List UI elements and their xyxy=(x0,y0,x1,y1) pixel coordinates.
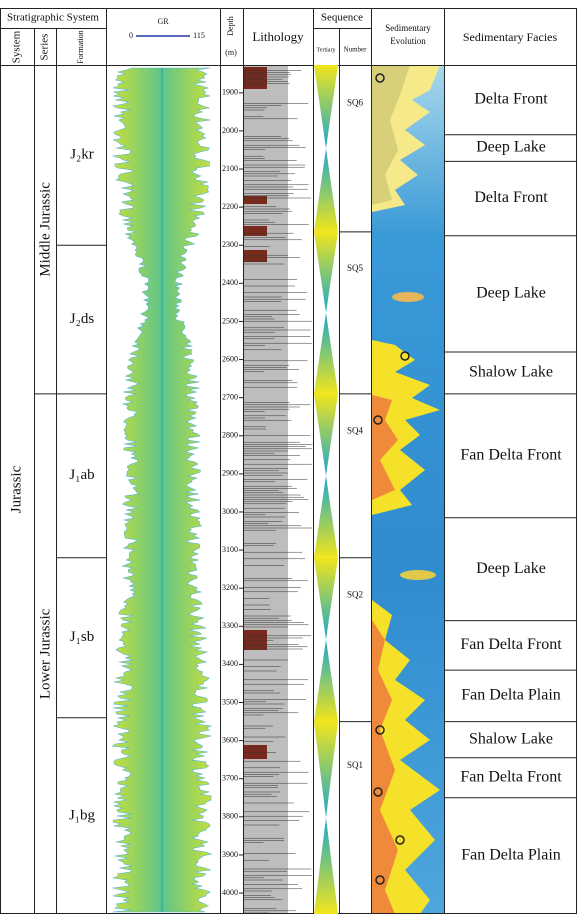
header: Evolution xyxy=(390,36,426,46)
depth-label: 2800 xyxy=(222,431,238,440)
header: GR xyxy=(157,17,169,26)
header: (m) xyxy=(225,48,237,57)
system-name: Jurassic xyxy=(8,465,24,513)
gr-scale-max: 115 xyxy=(193,31,205,40)
series-name: Middle Jurassic xyxy=(37,182,53,277)
sequence-triangle xyxy=(314,817,338,914)
formation-name: J₁bg xyxy=(69,807,96,823)
depth-label: 2400 xyxy=(222,278,238,287)
facies-name: Deep Lake xyxy=(476,139,546,156)
gr-scale-min: 0 xyxy=(129,31,133,40)
depth-label: 3700 xyxy=(222,774,238,783)
sequence-triangle xyxy=(314,475,338,558)
depth-label: 3600 xyxy=(222,735,238,744)
header: Series xyxy=(39,34,51,61)
sequence-name: SQ1 xyxy=(347,760,363,770)
facies-name: Deep Lake xyxy=(476,284,546,301)
facies-name: Delta Front xyxy=(474,189,548,206)
series-name: Lower Jurassic xyxy=(37,608,53,699)
sequence-triangle xyxy=(314,557,338,640)
depth-label: 4000 xyxy=(222,888,238,897)
depth-label: 2100 xyxy=(222,164,238,173)
depth-label: 3400 xyxy=(222,659,238,668)
sequence-triangle xyxy=(314,393,338,476)
facies-name: Shalow Lake xyxy=(469,730,553,747)
depth-label: 3500 xyxy=(222,697,238,706)
depth-label: 3300 xyxy=(222,621,238,630)
facies-name: Deep Lake xyxy=(476,560,546,577)
header: Number xyxy=(344,46,368,54)
evolution-art xyxy=(372,65,444,914)
header: Stratigraphic System xyxy=(7,12,99,24)
depth-label: 2500 xyxy=(222,316,238,325)
depth-label: 3900 xyxy=(222,850,238,859)
header: Sequence xyxy=(321,12,363,24)
depth-label: 2600 xyxy=(222,354,238,363)
formation-name: J₂kr xyxy=(70,147,94,163)
formation-name: J₁ab xyxy=(69,467,94,483)
formation-name: J₁sb xyxy=(70,629,94,645)
header: Tertiary xyxy=(317,47,336,53)
facies-name: Shalow Lake xyxy=(469,364,553,381)
header: System xyxy=(11,30,23,63)
depth-label: 3200 xyxy=(222,583,238,592)
header: Sedimentary Facies xyxy=(463,30,558,44)
facies-name: Fan Delta Plain xyxy=(461,687,561,704)
sequence-triangle xyxy=(314,721,338,818)
sequence-name: SQ2 xyxy=(347,589,363,599)
facies-name: Fan Delta Plain xyxy=(461,847,561,864)
sequence-triangle xyxy=(314,231,338,313)
depth-label: 3800 xyxy=(222,812,238,821)
depth-label: 2900 xyxy=(222,469,238,478)
facies-name: Fan Delta Front xyxy=(460,768,562,785)
depth-label: 2200 xyxy=(222,202,238,211)
sequence-triangle xyxy=(314,312,338,394)
header: Lithology xyxy=(252,29,304,44)
lithology-art xyxy=(243,65,313,914)
depth-label: 2700 xyxy=(222,392,238,401)
depth-label: 2300 xyxy=(222,240,238,249)
depth-label: 3100 xyxy=(222,545,238,554)
header: Depth xyxy=(226,16,235,36)
header: Formation xyxy=(76,30,85,63)
facies-name: Fan Delta Front xyxy=(460,636,562,653)
facies-name: Delta Front xyxy=(474,91,548,108)
header: Sedimentary xyxy=(385,23,431,33)
sequence-name: SQ6 xyxy=(347,97,364,107)
sequence-triangle xyxy=(314,639,338,722)
formation-name: J₂ds xyxy=(70,311,95,327)
depth-label: 1900 xyxy=(222,88,238,97)
depth-label: 3000 xyxy=(222,507,238,516)
facies-name: Fan Delta Front xyxy=(460,446,562,463)
depth-label: 2000 xyxy=(222,126,238,135)
sequence-name: SQ5 xyxy=(347,263,364,273)
sequence-triangle xyxy=(314,65,338,149)
sequence-name: SQ4 xyxy=(347,426,364,436)
sequence-triangle xyxy=(314,148,338,232)
